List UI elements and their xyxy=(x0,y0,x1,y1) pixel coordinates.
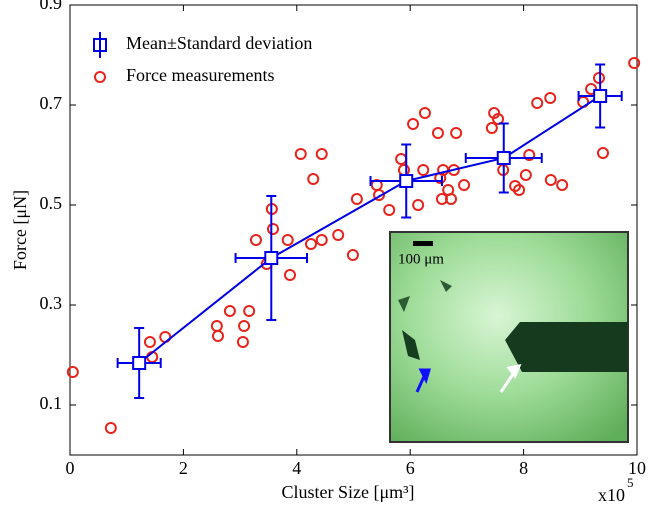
legend-label: Mean±Standard deviation xyxy=(126,33,312,53)
force-point xyxy=(407,118,420,130)
force-point xyxy=(236,336,249,348)
scale-bar xyxy=(413,241,433,246)
y-tick-label: 0.3 xyxy=(40,293,63,313)
force-point xyxy=(283,269,296,281)
force-point xyxy=(513,184,526,196)
inset-label: 100 μm xyxy=(398,251,444,267)
force-point xyxy=(66,366,79,378)
legend-label: Force measurements xyxy=(126,65,274,85)
force-point xyxy=(458,179,471,191)
y-tick-label: 0.9 xyxy=(40,0,63,13)
force-point xyxy=(223,305,236,317)
force-point xyxy=(315,234,328,246)
inset-photo: 100 μm xyxy=(389,231,629,443)
force-point xyxy=(383,204,396,216)
inset-cluster xyxy=(402,330,420,360)
force-point xyxy=(556,179,569,191)
force-point xyxy=(346,249,359,261)
force-point xyxy=(373,189,386,201)
force-point xyxy=(544,174,557,186)
force-point xyxy=(315,148,328,160)
x-tick-label: 0 xyxy=(66,458,75,478)
y-tick-label: 0.7 xyxy=(40,93,63,113)
arrow-white xyxy=(499,363,522,393)
force-point xyxy=(104,422,117,434)
arrow-blue xyxy=(415,368,432,393)
force-point xyxy=(544,92,557,104)
force-point xyxy=(417,164,430,176)
y-tick-label: 0.1 xyxy=(40,393,63,413)
legend-symbol xyxy=(93,32,107,58)
force-point xyxy=(596,147,609,159)
inset-tip xyxy=(505,322,628,372)
mean-marker xyxy=(264,251,279,265)
force-point xyxy=(395,153,408,165)
force-point xyxy=(304,238,317,250)
force-point xyxy=(266,223,279,235)
force-point xyxy=(485,122,498,134)
legend-symbol xyxy=(94,71,106,83)
force-point xyxy=(143,336,156,348)
x-tick-label: 10 xyxy=(628,458,646,478)
x-multiplier: x10 xyxy=(598,485,625,505)
force-point xyxy=(412,199,425,211)
y-axis-label: Force [μN] xyxy=(10,190,30,270)
y-tick-label: 0.5 xyxy=(40,193,63,213)
force-point xyxy=(397,164,410,176)
force-point xyxy=(450,127,463,139)
force-point xyxy=(243,305,256,317)
force-point xyxy=(628,57,641,69)
force-point xyxy=(418,107,431,119)
force-point xyxy=(350,193,363,205)
force-point xyxy=(211,330,224,342)
inset-debris xyxy=(398,280,452,312)
x-multiplier-exponent: 5 xyxy=(627,475,634,490)
force-point xyxy=(281,234,294,246)
force-point xyxy=(238,320,251,332)
force-point xyxy=(294,148,307,160)
force-point xyxy=(593,72,606,84)
force-point xyxy=(307,173,320,185)
force-point xyxy=(445,193,458,205)
force-point xyxy=(519,169,532,181)
mean-marker xyxy=(496,151,511,165)
mean-marker xyxy=(399,174,414,188)
force-point xyxy=(332,229,345,241)
force-point xyxy=(531,97,544,109)
mean-marker xyxy=(593,89,608,103)
x-tick-label: 8 xyxy=(519,458,528,478)
force-point xyxy=(249,234,262,246)
x-tick-label: 2 xyxy=(179,458,188,478)
force-point xyxy=(523,149,536,161)
plot-frame xyxy=(69,4,638,456)
force-point xyxy=(210,320,223,332)
x-axis-label: Cluster Size [μm³] xyxy=(281,482,414,502)
mean-marker xyxy=(132,356,147,370)
x-tick-label: 4 xyxy=(292,458,301,478)
force-point xyxy=(492,113,505,125)
x-tick-label: 6 xyxy=(406,458,415,478)
force-point xyxy=(431,127,444,139)
